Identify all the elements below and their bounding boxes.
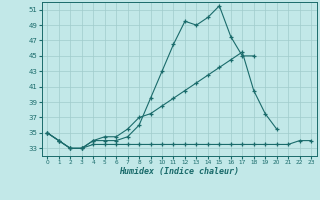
X-axis label: Humidex (Indice chaleur): Humidex (Indice chaleur)	[119, 167, 239, 176]
